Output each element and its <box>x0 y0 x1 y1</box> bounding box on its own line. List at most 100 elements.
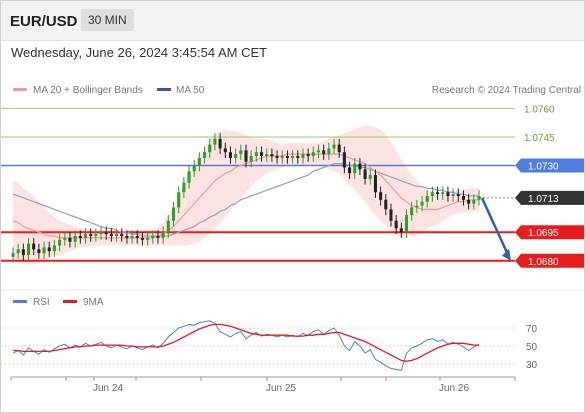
candle-body <box>166 220 170 233</box>
candle-body <box>130 236 134 238</box>
candle-body <box>52 245 56 252</box>
candle-body <box>316 150 321 153</box>
candle-body <box>441 192 445 195</box>
candle-body <box>296 156 300 158</box>
candle-body <box>11 253 15 257</box>
candle-body <box>425 196 429 202</box>
candle-body <box>451 194 455 197</box>
level-tag-1-0680 <box>515 253 584 268</box>
rsi-tick-70: 70 <box>526 324 538 335</box>
candle-body <box>135 236 139 238</box>
level-label-1-0695: 1.0695 <box>528 228 559 239</box>
candle-body <box>394 220 398 229</box>
candle-body <box>94 234 98 237</box>
ma20-legend-label: MA 20 + Bollinger Bands <box>33 85 143 96</box>
candle-body <box>327 148 331 155</box>
candle-body <box>42 247 46 254</box>
candle-body <box>32 243 36 250</box>
candle-body <box>26 243 31 256</box>
x-tick-label: Jun 25 <box>266 383 296 394</box>
rsi-series <box>12 320 480 371</box>
9ma-line <box>13 323 479 362</box>
candle-body <box>368 175 372 179</box>
candle-body <box>109 234 113 237</box>
rsi-tick-30: 30 <box>526 360 538 371</box>
candle-body <box>270 154 274 157</box>
candle-body <box>348 167 352 174</box>
candle-body <box>415 205 419 208</box>
chart-datetime: Wednesday, June 26, 2024 3:45:54 AM CET <box>11 45 268 60</box>
candle-body <box>208 144 212 153</box>
candle-body <box>218 138 222 149</box>
x-tick-label: Jun 26 <box>439 383 469 394</box>
candle-body <box>477 196 481 200</box>
candle-body <box>171 207 176 221</box>
bollinger-area <box>13 125 479 265</box>
candlesticks <box>11 133 511 263</box>
candle-body <box>21 249 25 256</box>
candle-body <box>456 194 460 197</box>
rsi-legend-swatch <box>13 300 27 303</box>
level-label-1-0713: 1.0713 <box>528 194 559 205</box>
candle-body <box>446 192 450 197</box>
candle-body <box>410 207 414 216</box>
level-tag-1-0695 <box>515 225 584 240</box>
level-tag-1-0713 <box>515 190 584 205</box>
candle-body <box>373 175 377 193</box>
rsi-tick-50: 50 <box>526 342 538 353</box>
candle-body <box>353 163 357 174</box>
symbol-label: EUR/USD <box>10 13 78 30</box>
candle-body <box>306 154 310 157</box>
candle-body <box>275 156 279 158</box>
level-label-1-0745: 1.0745 <box>524 133 555 144</box>
ma9-legend-label: 9MA <box>83 297 104 308</box>
candle-body <box>115 234 119 237</box>
candle-body <box>280 156 284 158</box>
price-legend: MA 20 + Bollinger Bands MA 50 Research ©… <box>13 85 581 96</box>
candle-body <box>389 209 393 221</box>
timeframe-button[interactable]: 30 MIN <box>81 9 134 31</box>
candle-body <box>151 236 155 238</box>
candle-body <box>99 232 103 235</box>
projection-arrow-line <box>480 197 510 256</box>
rsi-gridlines <box>1 327 515 365</box>
level-lines <box>1 107 515 262</box>
candle-body <box>399 228 403 233</box>
candle-body <box>78 236 82 238</box>
credit-label: Research © 2024 Trading Central <box>432 85 581 96</box>
ma50-legend-swatch <box>157 88 171 91</box>
candle-body <box>187 171 191 183</box>
candle-body <box>182 182 186 193</box>
x-axis: Jun 24 Jun 25 Jun 26 <box>10 376 516 394</box>
candle-body <box>420 201 424 206</box>
candle-body <box>104 232 108 235</box>
candle-body <box>259 152 264 157</box>
candle-body <box>146 237 150 240</box>
candle-body <box>342 152 346 168</box>
candle-body <box>337 144 341 153</box>
candle-body <box>68 237 72 242</box>
level-label-1-0680: 1.0680 <box>528 257 559 268</box>
candle-body <box>249 156 253 162</box>
ma20-legend-swatch <box>13 88 27 91</box>
candle-body <box>192 165 196 172</box>
x-tick-label: Jun 24 <box>93 383 123 394</box>
candle-body <box>16 249 20 254</box>
candle-body <box>234 154 238 158</box>
candle-body <box>197 157 201 166</box>
candle-body <box>322 150 326 155</box>
candle-body <box>244 150 248 162</box>
candle-body <box>358 163 362 170</box>
candle-body <box>363 169 367 179</box>
rsi-legend: RSI 9MA <box>13 297 104 308</box>
ma9-legend-swatch <box>63 300 77 303</box>
candle-body <box>472 199 476 204</box>
candle-body <box>461 196 466 200</box>
level-labels: 1.0760 1.0745 1.0730 1.0713 1.0695 1.0680 <box>515 104 584 268</box>
candle-body <box>265 154 269 157</box>
candle-body <box>239 150 243 155</box>
candle-body <box>125 236 129 238</box>
candle-body <box>228 152 233 158</box>
